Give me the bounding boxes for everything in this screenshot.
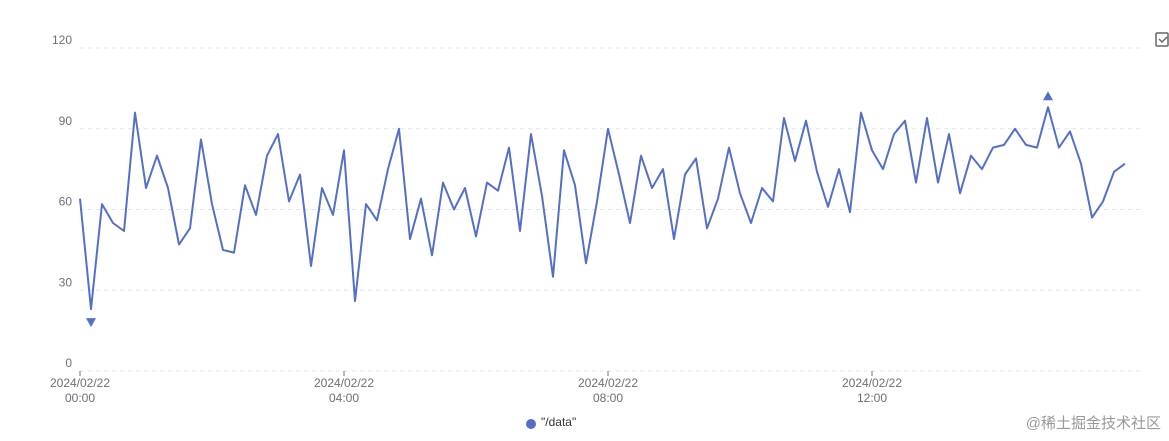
mark-point-min [86,318,96,328]
y-tick-label: 90 [59,114,73,128]
y-tick-label: 120 [52,33,72,47]
y-tick-label: 0 [65,356,72,370]
save-icon[interactable] [1155,32,1169,47]
y-tick-label: 30 [59,275,73,289]
x-tick-label: 2024/02/22 08:00 [577,376,639,405]
legend-label[interactable]: "/data" [541,415,577,429]
legend-marker [526,419,536,429]
x-tick-label: 2024/02/22 04:00 [313,376,375,405]
y-tick-label: 60 [59,195,73,209]
data-line [79,106,1126,311]
x-tick-label: 2024/02/22 00:00 [49,376,111,405]
x-tick-label: 2024/02/22 12:00 [841,376,903,405]
watermark: @稀土掘金技术社区 [1025,415,1161,432]
mark-point-max [1043,91,1053,101]
